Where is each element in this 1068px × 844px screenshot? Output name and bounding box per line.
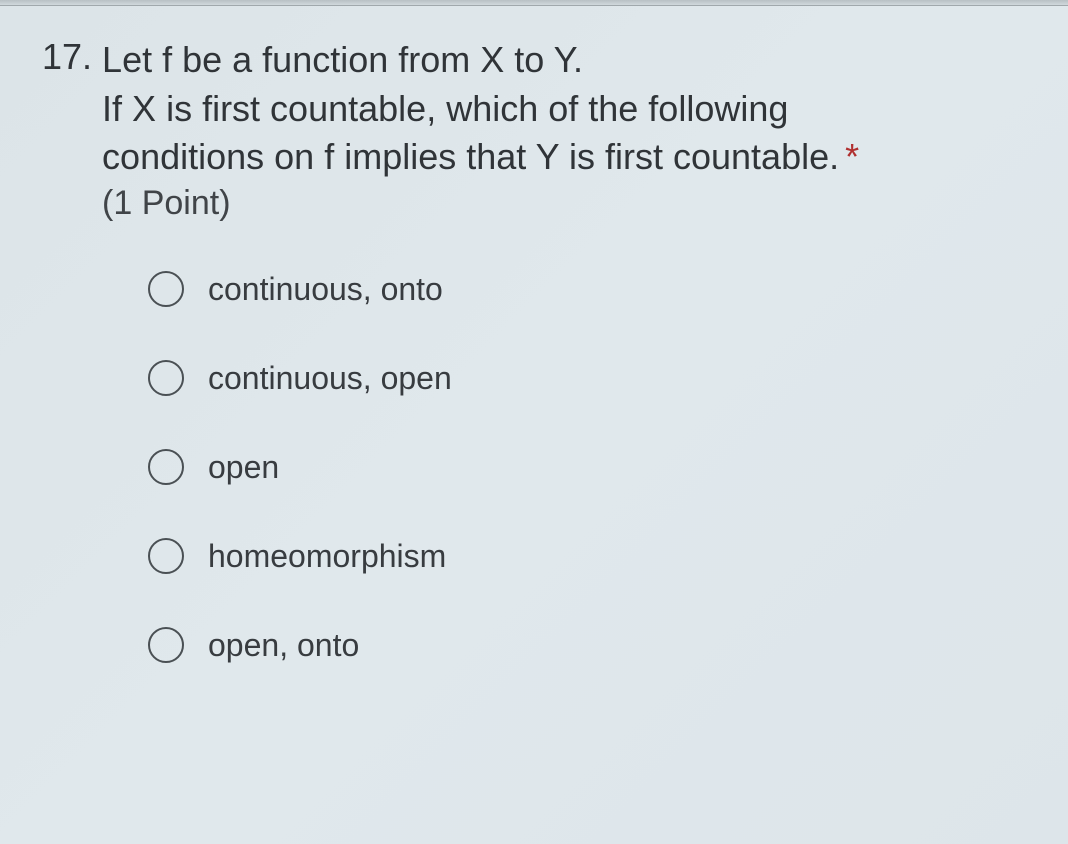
radio-button-icon[interactable] (148, 538, 184, 574)
radio-button-icon[interactable] (148, 360, 184, 396)
option-label: open, onto (208, 627, 359, 664)
option-label: open (208, 449, 279, 486)
question-header: 17. Let f be a function from X to Y. If … (90, 36, 1038, 223)
question-text-line2: If X is first countable, which of the fo… (102, 85, 859, 134)
option-row[interactable]: homeomorphism (148, 538, 1038, 575)
option-row[interactable]: continuous, onto (148, 271, 1038, 308)
question-text-block: Let f be a function from X to Y. If X is… (102, 36, 859, 223)
question-container: 17. Let f be a function from X to Y. If … (0, 6, 1068, 746)
question-text-line1: Let f be a function from X to Y. (102, 36, 859, 85)
option-row[interactable]: open, onto (148, 627, 1038, 664)
question-text-line3: conditions on f implies that Y is first … (102, 133, 859, 182)
radio-button-icon[interactable] (148, 627, 184, 663)
option-label: continuous, onto (208, 271, 443, 308)
radio-button-icon[interactable] (148, 271, 184, 307)
option-row[interactable]: continuous, open (148, 360, 1038, 397)
option-row[interactable]: open (148, 449, 1038, 486)
required-star-icon: * (845, 136, 859, 177)
question-number: 17. (42, 36, 92, 78)
question-points: (1 Point) (102, 184, 859, 223)
radio-button-icon[interactable] (148, 449, 184, 485)
question-line3-text: conditions on f implies that Y is first … (102, 136, 839, 177)
option-label: continuous, open (208, 360, 452, 397)
option-label: homeomorphism (208, 538, 446, 575)
options-container: continuous, onto continuous, open open h… (90, 271, 1038, 664)
